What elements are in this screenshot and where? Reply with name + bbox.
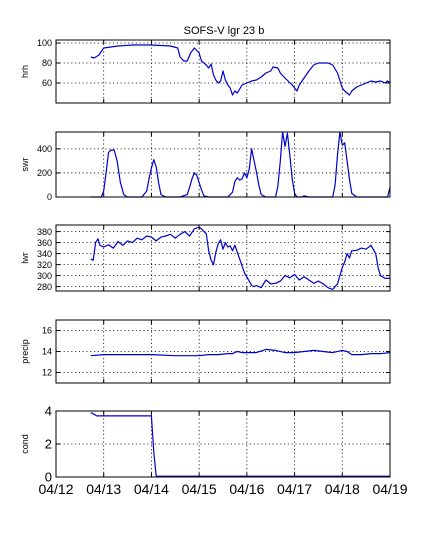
cond-x-tick-label: 04/12 [38, 481, 73, 497]
swr-axes-frame [55, 131, 391, 198]
swr-y-tick-label: 400 [37, 144, 52, 154]
cond-y-axis-label: cond [20, 434, 30, 454]
cond-x-tick-label: 04/13 [86, 481, 121, 497]
cond-x-tick-label: 04/15 [182, 481, 217, 497]
lwr-y-tick-label: 320 [37, 260, 52, 270]
hrh-axes-frame [55, 39, 391, 104]
precip-series-line [90, 348, 391, 357]
hrh-y-axis-label: hrh [20, 65, 30, 78]
cond-series-line [90, 412, 390, 477]
swr-series-line [90, 131, 391, 198]
swr-y-tick-label: 200 [37, 168, 52, 178]
chart-title: SOFS-V lgr 23 b [184, 25, 265, 37]
panel-cond: 0 2 4 04/12 04/13 04/14 04/15 04/16 04/17 04/18 04… [20, 404, 408, 497]
hrh-y-tick-label: 80 [42, 58, 52, 68]
precip-y-tick-label: 14 [42, 347, 52, 357]
lwr-axes-frame [55, 224, 391, 292]
swr-y-axis-label: swr [20, 158, 30, 172]
hrh-y-tick-label: 100 [37, 38, 52, 48]
hrh-series-line [90, 44, 391, 96]
precip-y-tick-label: 16 [42, 326, 52, 336]
lwr-y-tick-label: 340 [37, 249, 52, 259]
hrh-y-tick-label: 60 [42, 78, 52, 88]
lwr-y-tick-label: 280 [37, 282, 52, 292]
lwr-y-tick-label: 360 [37, 238, 52, 248]
cond-y-tick-label: 0 [45, 470, 52, 485]
cond-x-tick-label: 04/19 [372, 481, 407, 497]
lwr-y-tick-label: 300 [37, 271, 52, 281]
swr-y-tick-label: 0 [47, 192, 52, 202]
panel-hrh: 60 80 100 hrh [20, 38, 391, 104]
lwr-y-tick-label: 380 [37, 227, 52, 237]
cond-y-tick-label: 2 [45, 437, 52, 452]
cond-x-tick-label: 04/16 [229, 481, 264, 497]
cond-x-tick-label: 04/17 [277, 481, 312, 497]
lwr-y-axis-label: lwr [20, 252, 30, 264]
cond-x-tick-label: 04/14 [134, 481, 169, 497]
precip-y-tick-label: 12 [42, 368, 52, 378]
cond-x-tick-label: 04/18 [325, 481, 360, 497]
cond-y-tick-label: 4 [45, 404, 52, 419]
lwr-series-line [90, 226, 390, 290]
panel-precip: 12 14 16 precip [20, 319, 391, 384]
precip-y-axis-label: precip [20, 339, 30, 364]
panel-swr: 0 200 400 swr [20, 131, 391, 202]
